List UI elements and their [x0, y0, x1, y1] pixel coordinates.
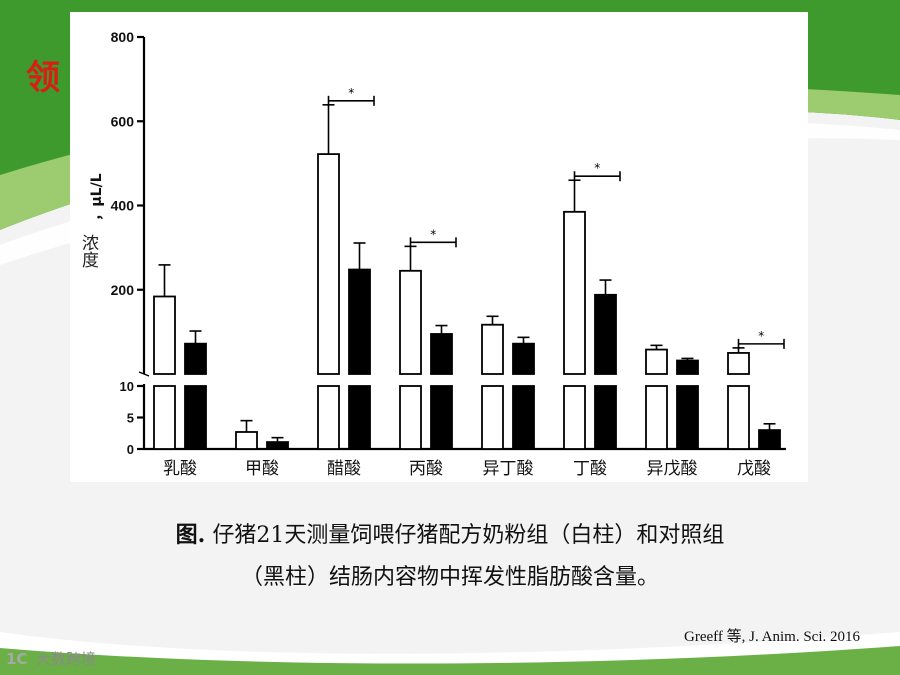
sig-star-丁酸: * — [594, 161, 600, 175]
bar-丁酸-1 — [594, 293, 617, 375]
slide-title: 领 — [26, 58, 61, 98]
bar-lower-异丁酸-0 — [481, 385, 504, 450]
bar-乳酸-0 — [153, 295, 176, 375]
watermark: 1C 大数跨境 — [6, 648, 96, 669]
bar-丙酸-1 — [430, 333, 453, 375]
bar-醋酸-0 — [317, 153, 340, 375]
bar-异戊酸-0 — [645, 348, 668, 375]
bar-lower-丁酸-1 — [594, 385, 617, 450]
y-tick-label-upper-0: 200 — [111, 282, 135, 298]
y-tick-label-upper-1: 400 — [111, 198, 135, 214]
bar-异戊酸-1 — [676, 359, 699, 375]
figure-caption: 图. 仔猪21天测量饲喂仔猪配方奶粉组（白柱）和对照组 （黑柱）结肠内容物中挥发… — [40, 514, 860, 599]
watermark-text: 大数跨境 — [36, 650, 97, 668]
y-tick-label-upper-3: 800 — [111, 29, 135, 45]
sig-star-丙酸: * — [430, 227, 436, 241]
y-tick-label-upper-2: 600 — [111, 113, 135, 129]
y-axis-unit-label: ，μL/L — [89, 173, 105, 220]
bar-lower-异戊酸-1 — [676, 385, 699, 450]
bar-lower-丁酸-0 — [563, 385, 586, 450]
x-tick-label-1: 甲酸 — [245, 459, 279, 479]
caption-label: 图. — [175, 522, 206, 548]
bar-lower-丙酸-1 — [430, 385, 453, 450]
x-tick-label-6: 异戊酸 — [647, 459, 698, 479]
bar-甲酸-1 — [266, 441, 289, 450]
x-tick-label-3: 丙酸 — [409, 459, 443, 479]
x-tick-label-2: 醋酸 — [327, 459, 361, 479]
bar-lower-异丁酸-1 — [512, 385, 535, 450]
caption-text-1: 仔猪21天测量饲喂仔猪配方奶粉组（白柱）和对照组 — [212, 523, 725, 548]
bar-丁酸-0 — [563, 210, 586, 375]
figure-panel: 200 400 600 800 0 5 10 ，μL/L 浓度乳酸 甲酸 * 醋酸 * 丙酸 异丁酸 * 丁酸 异… — [70, 12, 808, 482]
y-axis-name-label: 浓度 — [78, 234, 99, 268]
bar-lower-醋酸-1 — [348, 385, 371, 450]
bar-醋酸-1 — [348, 268, 371, 375]
caption-line-2: （黑柱）结肠内容物中挥发性脂肪酸含量。 — [240, 565, 659, 590]
bar-lower-乳酸-0 — [153, 385, 176, 450]
bar-丙酸-0 — [399, 269, 422, 375]
bar-戊酸-1 — [758, 429, 781, 450]
bar-乳酸-1 — [184, 342, 207, 375]
sig-star-醋酸: * — [348, 86, 354, 100]
sig-star-戊酸: * — [758, 329, 764, 343]
bar-lower-戊酸-0 — [727, 385, 750, 450]
bar-lower-丙酸-0 — [399, 385, 422, 450]
x-tick-label-5: 丁酸 — [573, 459, 607, 479]
x-tick-label-7: 戊酸 — [737, 459, 771, 479]
bar-lower-异戊酸-0 — [645, 385, 668, 450]
bar-甲酸-0 — [235, 431, 258, 450]
x-tick-label-0: 乳酸 — [163, 459, 197, 479]
axis-break-mark — [138, 371, 150, 377]
y-tick-label-lower-2: 10 — [120, 379, 134, 394]
bar-异丁酸-0 — [481, 323, 504, 375]
bar-lower-醋酸-0 — [317, 385, 340, 450]
y-tick-label-lower-1: 5 — [127, 411, 134, 426]
caption-line-1: 图. 仔猪21天测量饲喂仔猪配方奶粉组（白柱）和对照组 — [40, 514, 860, 557]
bar-lower-乳酸-1 — [184, 385, 207, 450]
bar-异丁酸-1 — [512, 342, 535, 375]
x-tick-label-4: 异丁酸 — [483, 459, 534, 479]
bar-戊酸-0 — [727, 352, 750, 375]
citation: Greeff 等, J. Anim. Sci. 2016 — [684, 629, 860, 645]
watermark-logo: 1C — [6, 650, 28, 668]
y-tick-label-lower-0: 0 — [127, 442, 134, 457]
